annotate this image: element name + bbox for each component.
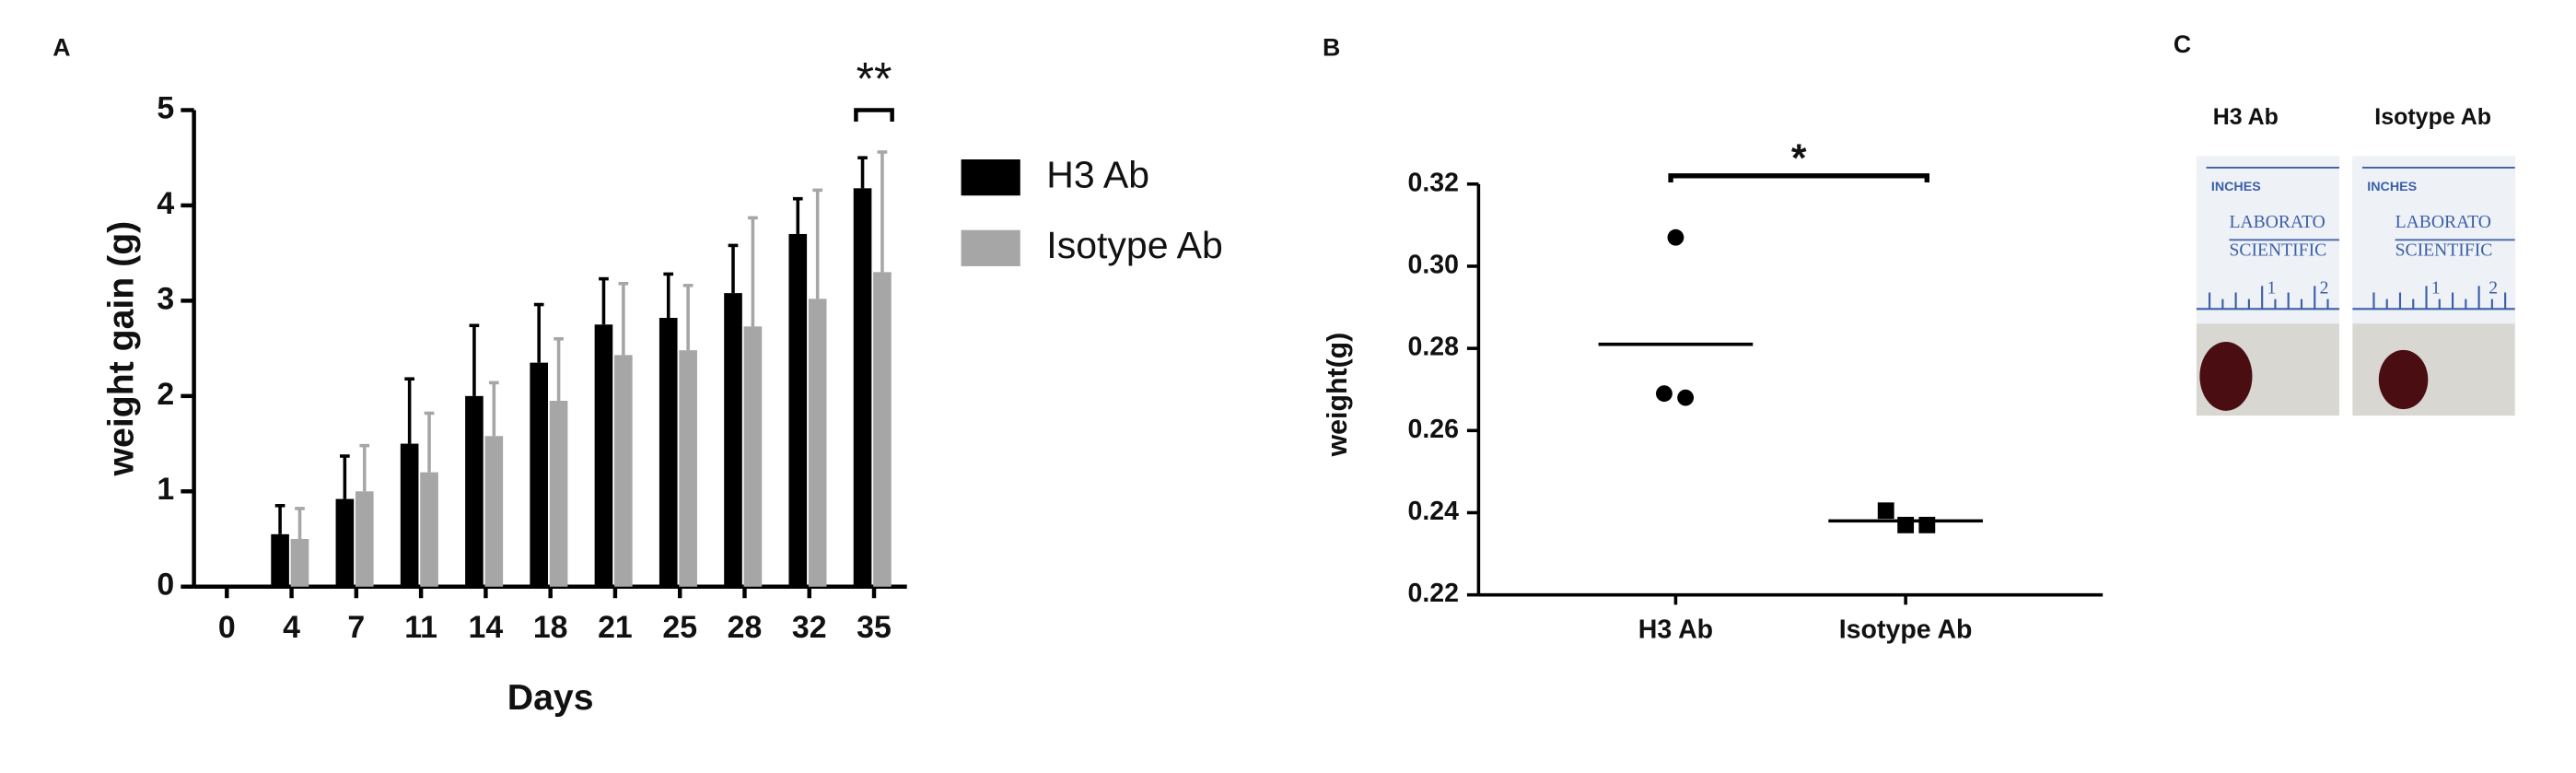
x-tick-label: 7 xyxy=(347,610,365,645)
y-tick-label: 2 xyxy=(157,377,174,412)
x-tick-label: Isotype Ab xyxy=(1839,615,1973,644)
bar xyxy=(659,318,678,587)
x-tick-label: 32 xyxy=(792,610,827,645)
legend-label: Isotype Ab xyxy=(1046,224,1223,266)
x-tick-label: 28 xyxy=(728,610,763,645)
y-tick-label: 0.24 xyxy=(1407,497,1459,526)
y-tick-label: 3 xyxy=(157,281,174,316)
bar xyxy=(465,395,484,587)
photo-label: H3 Ab xyxy=(2213,104,2279,130)
bar xyxy=(530,362,548,587)
y-tick-label: 0.30 xyxy=(1407,250,1459,279)
bar xyxy=(290,539,309,587)
point xyxy=(1667,228,1684,246)
y-tick-label: 5 xyxy=(157,90,174,125)
ruler-text: 2 xyxy=(2320,278,2329,298)
point xyxy=(1677,389,1695,406)
photo-label: Isotype Ab xyxy=(2374,104,2491,130)
bar xyxy=(614,355,633,587)
x-tick-label: 35 xyxy=(857,610,892,645)
x-tick-label: 11 xyxy=(404,610,437,645)
y-tick-label: 0.32 xyxy=(1407,168,1459,197)
y-tick-label: 0.22 xyxy=(1407,579,1459,608)
ruler-text: SCIENTIFIC xyxy=(2395,240,2493,260)
significance-bracket xyxy=(1668,173,1929,182)
x-tick-label: H3 Ab xyxy=(1638,615,1713,644)
bar xyxy=(335,498,355,587)
bar xyxy=(808,299,827,587)
x-tick-label: 14 xyxy=(469,610,504,645)
x-tick-label: 21 xyxy=(598,610,633,645)
panel-label: B xyxy=(1323,34,1340,62)
y-axis-label: weight(g) xyxy=(1323,333,1353,458)
legend-label: H3 Ab xyxy=(1046,153,1149,195)
bar xyxy=(853,188,872,587)
bar xyxy=(400,443,419,587)
bar xyxy=(873,272,892,587)
ruler-ticks xyxy=(2352,286,2515,310)
photo-1 xyxy=(2196,156,2339,416)
significance-bracket xyxy=(854,108,894,122)
y-tick-label: 1 xyxy=(157,472,174,507)
bar xyxy=(594,324,613,587)
ruler-text: SCIENTIFIC xyxy=(2229,240,2326,260)
bar xyxy=(724,293,742,587)
point xyxy=(1656,385,1673,403)
x-tick-label: 0 xyxy=(218,610,236,645)
point xyxy=(1877,502,1894,520)
bar xyxy=(788,233,808,587)
bar xyxy=(420,472,438,587)
ruler-text: INCHES xyxy=(2211,180,2261,194)
y-axis-label: weight gain (g) xyxy=(100,221,141,477)
ruler-ticks xyxy=(2196,286,2339,310)
y-tick-label: 4 xyxy=(157,186,174,221)
bar xyxy=(679,350,697,587)
panel-label: C xyxy=(2174,30,2191,58)
ruler-text: LABORATO xyxy=(2395,213,2491,232)
panel-label: A xyxy=(52,34,70,62)
bar xyxy=(271,533,289,587)
legend-swatch xyxy=(961,159,1020,196)
significance: ** xyxy=(857,53,892,104)
bar xyxy=(549,401,568,587)
bar xyxy=(743,326,763,587)
x-axis-label: Days xyxy=(507,677,594,718)
organ xyxy=(2199,341,2253,411)
ruler-text: 1 xyxy=(2267,278,2277,298)
legend-swatch xyxy=(961,229,1020,266)
y-tick-label: 0.26 xyxy=(1407,415,1459,444)
organ xyxy=(2378,349,2429,410)
y-tick-label: 0 xyxy=(157,568,174,603)
bar xyxy=(484,436,504,587)
ruler-text: 2 xyxy=(2489,278,2498,298)
x-tick-label: 18 xyxy=(533,610,568,645)
x-tick-label: 4 xyxy=(283,610,300,645)
y-tick-label: 0.28 xyxy=(1407,333,1459,362)
ruler-text: LABORATO xyxy=(2229,213,2325,232)
x-tick-label: 25 xyxy=(662,610,697,645)
ruler-text: 1 xyxy=(2431,278,2441,298)
significance: * xyxy=(1791,136,1807,181)
photo-2 xyxy=(2352,156,2515,416)
ruler-text: INCHES xyxy=(2367,180,2417,194)
bar xyxy=(355,491,374,587)
